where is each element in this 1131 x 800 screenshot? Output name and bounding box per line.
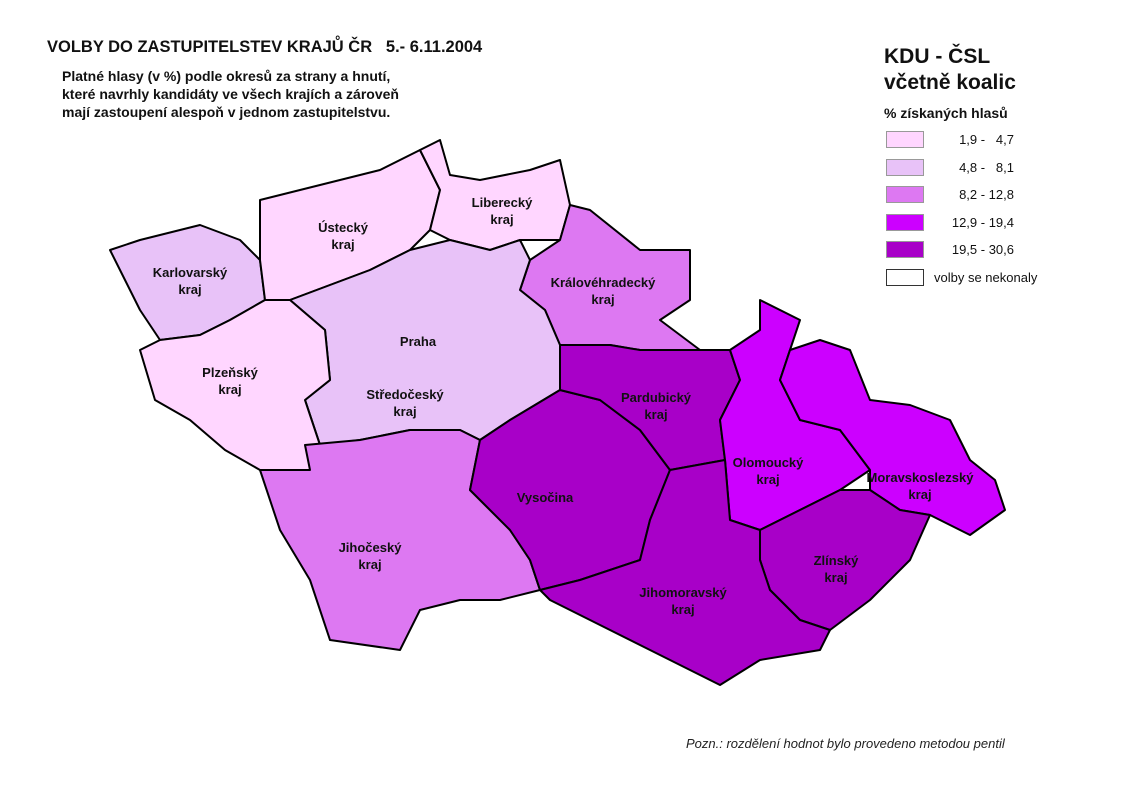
legend-item: 19,5 - 30,6 <box>886 240 1014 259</box>
map-subtitle: Platné hlasy (v %) podle okresů za stran… <box>62 67 399 121</box>
legend-swatch <box>886 241 924 258</box>
region-plzeňský-kraj <box>139 299 331 471</box>
region-label: Liberecký kraj <box>472 195 533 227</box>
legend-item: 4,8 - 8,1 <box>886 158 1014 177</box>
legend-swatch <box>886 131 924 148</box>
legend-item: 8,2 - 12,8 <box>886 185 1014 204</box>
subtitle-line: mají zastoupení alespoň v jednom zastupi… <box>62 104 391 120</box>
region-label: Královéhradecký kraj <box>551 275 657 307</box>
legend-label: 19,5 - 30,6 <box>951 242 1014 257</box>
region-label: Moravskoslezský kraj <box>867 470 975 502</box>
subtitle-line: které navrhly kandidáty ve všech krajích… <box>62 86 399 102</box>
legend-heading: % získaných hlasů <box>884 105 1008 121</box>
legend-label: 4,8 - 8,1 <box>959 159 1014 175</box>
legend-party-line: KDU - ČSL <box>884 45 991 68</box>
region-label: Olomoucký kraj <box>733 455 805 487</box>
region-label: Zlínský kraj <box>814 553 860 585</box>
region-label: Pardubický kraj <box>621 390 692 422</box>
region-label: Plzeňský kraj <box>202 365 258 397</box>
legend-swatch <box>886 186 924 203</box>
region-label: Karlovarský kraj <box>153 265 228 297</box>
region-label: Vysočina <box>517 490 574 505</box>
legend-item: volby se nekonaly <box>886 268 1037 287</box>
footnote: Pozn.: rozdělení hodnot bylo provedeno m… <box>686 736 1005 751</box>
legend-swatch <box>886 268 924 286</box>
legend-swatch <box>886 213 924 231</box>
region-label: Jihomoravský kraj <box>639 585 727 617</box>
legend-item: 12,9 - 19,4 <box>886 213 1014 232</box>
legend-item: 1,9 - 4,7 <box>886 130 1014 149</box>
region-moravskoslezský-kraj <box>779 339 1006 536</box>
region-label: Ústecký kraj <box>318 220 369 252</box>
legend-party-line: včetně koalic <box>884 71 1016 94</box>
map-title: VOLBY DO ZASTUPITELSTEV KRAJŮ ČR 5.- 6.1… <box>47 38 483 56</box>
legend-label: 12,9 - 19,4 <box>951 214 1014 230</box>
legend-label: 8,2 - 12,8 <box>959 187 1014 202</box>
region-label: Praha <box>400 334 437 349</box>
legend-label: volby se nekonaly <box>934 269 1038 285</box>
region-label: Středočeský kraj <box>366 387 444 419</box>
legend-swatch <box>886 158 924 176</box>
legend-party: KDU - ČSL včetně koalic <box>884 44 1016 96</box>
subtitle-line: Platné hlasy (v %) podle okresů za stran… <box>62 68 391 84</box>
legend-label: 1,9 - 4,7 <box>959 132 1014 147</box>
region-jihomoravský-kraj <box>539 459 831 686</box>
region-label: Jihočeský kraj <box>339 540 403 572</box>
